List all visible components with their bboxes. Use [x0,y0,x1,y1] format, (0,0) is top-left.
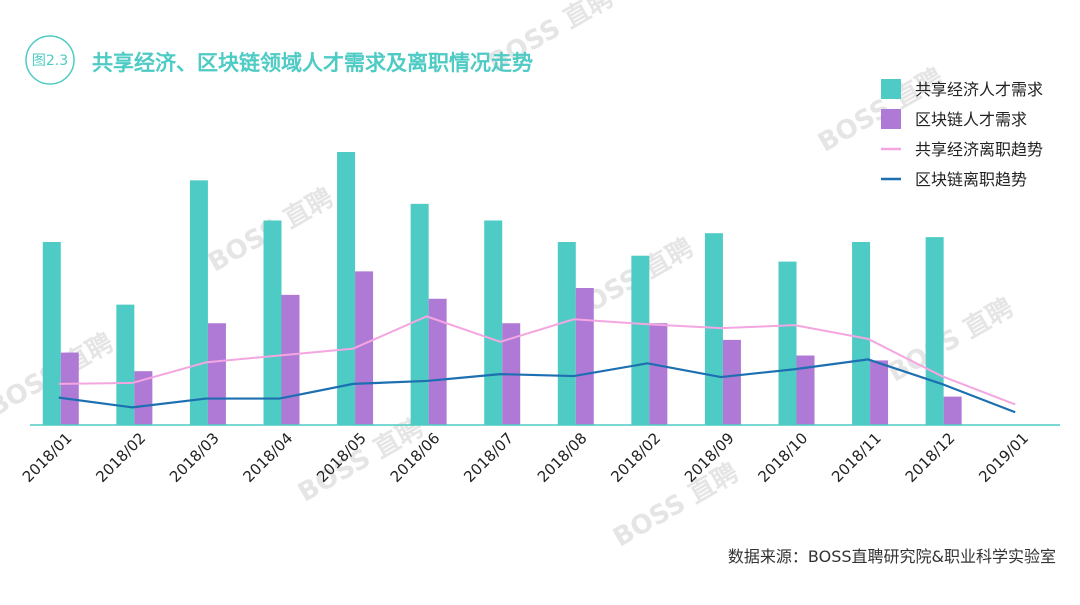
bar [263,220,282,425]
x-tick-label: 2018/02 [92,429,149,486]
bar [722,339,741,425]
legend-label: 共享经济离职趋势 [915,140,1043,159]
legend-swatch [881,109,901,129]
x-tick-label: 2018/10 [755,429,812,486]
bar [649,323,668,425]
legend-label: 共享经济人才需求 [915,80,1043,99]
bar [207,323,226,425]
bar [60,352,79,425]
data-source: 数据来源：BOSS直聘研究院&职业科学实验室 [728,547,1056,566]
bar [943,396,962,425]
series-blockchain-turnover-line [58,358,1016,414]
x-tick-label: 2018/06 [387,429,444,486]
bar [778,261,797,425]
figure-badge: 图2.3 [32,53,68,69]
figure-badge-circle [25,35,75,85]
bar [116,304,135,425]
bar [796,355,815,425]
bar [870,360,889,425]
bar [631,255,650,425]
x-tick-label: 2018/05 [313,429,370,486]
legend-label: 区块链离职趋势 [915,170,1027,189]
bar [925,237,944,425]
bar [281,294,300,425]
plot-area: 2018/01 2018/02 2018/03 2018/04 2018/05 2018/… [19,151,1060,486]
x-tick-label: 2018/03 [166,429,223,486]
bar [134,371,153,425]
x-tick-label: 2018/11 [828,429,885,486]
bar [704,233,723,425]
bar [484,220,503,425]
chart-title: 共享经济、区块链领域人才需求及离职情况走势 [92,51,533,75]
legend-label: 区块链人才需求 [915,110,1027,129]
bar [189,180,208,425]
x-tick-label: 2018/02 [607,429,664,486]
bar [410,203,429,425]
x-tick-label: 2018/08 [534,429,591,486]
x-tick-label: 2018/07 [460,429,517,486]
series-shared-economy-turnover-line [58,315,1016,406]
bar [428,298,447,425]
x-tick-label: 2019/01 [975,429,1032,486]
bar [355,271,374,425]
x-tick-label: 2018/01 [19,429,76,486]
legend-swatch [881,79,901,99]
figure-header: 图2.3 共享经济、区块链领域人才需求及离职情况走势 [25,35,533,85]
x-tick-label: 2018/12 [902,429,959,486]
x-tick-label: 2018/04 [240,429,297,486]
x-axis-tick-labels: 2018/01 2018/02 2018/03 2018/04 2018/05 2018/… [19,429,1032,486]
series-blockchain-demand [60,271,962,425]
bar [337,151,356,425]
bar [852,242,871,425]
series-shared-economy-demand [42,151,944,425]
bar [575,288,594,425]
bar [557,242,576,425]
x-tick-label: 2018/09 [681,429,738,486]
bar [42,242,61,425]
